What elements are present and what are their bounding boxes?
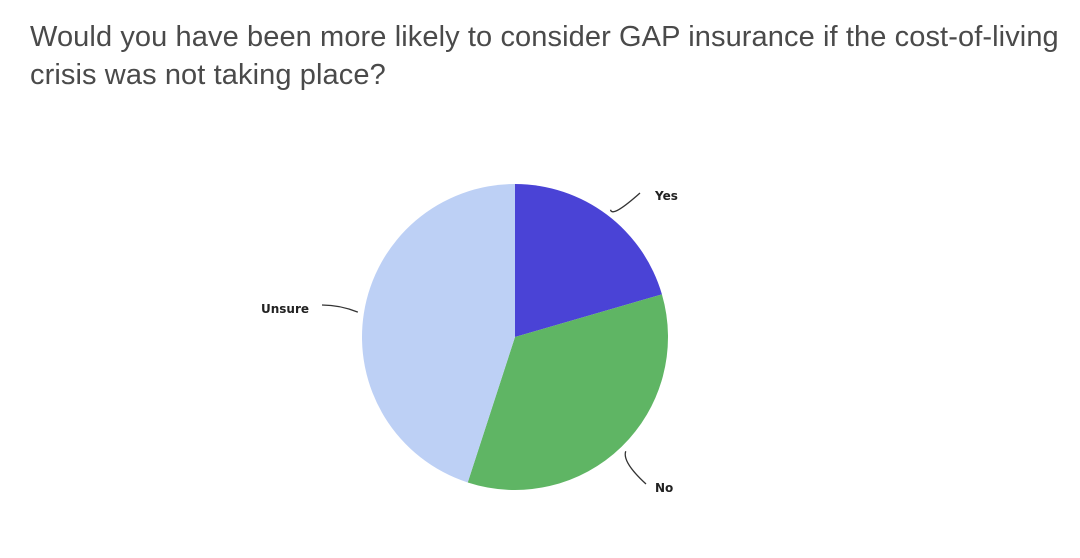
- pie-labels: Yes No Unsure: [261, 189, 678, 495]
- pie-slice-no: [467, 294, 668, 490]
- pie-leader-lines: [321, 192, 647, 485]
- leader-line-no: [624, 451, 647, 485]
- question-title: Would you have been more likely to consi…: [30, 21, 1059, 91]
- slice-label-yes: Yes: [654, 189, 678, 203]
- pie-slices: [361, 184, 668, 490]
- slice-label-no: No: [655, 481, 673, 495]
- leader-line-unsure: [321, 304, 359, 313]
- pie-slice-yes: [515, 184, 662, 337]
- pie-slice-unsure: [361, 184, 515, 483]
- slice-label-unsure: Unsure: [261, 302, 309, 316]
- leader-line-yes: [609, 192, 641, 213]
